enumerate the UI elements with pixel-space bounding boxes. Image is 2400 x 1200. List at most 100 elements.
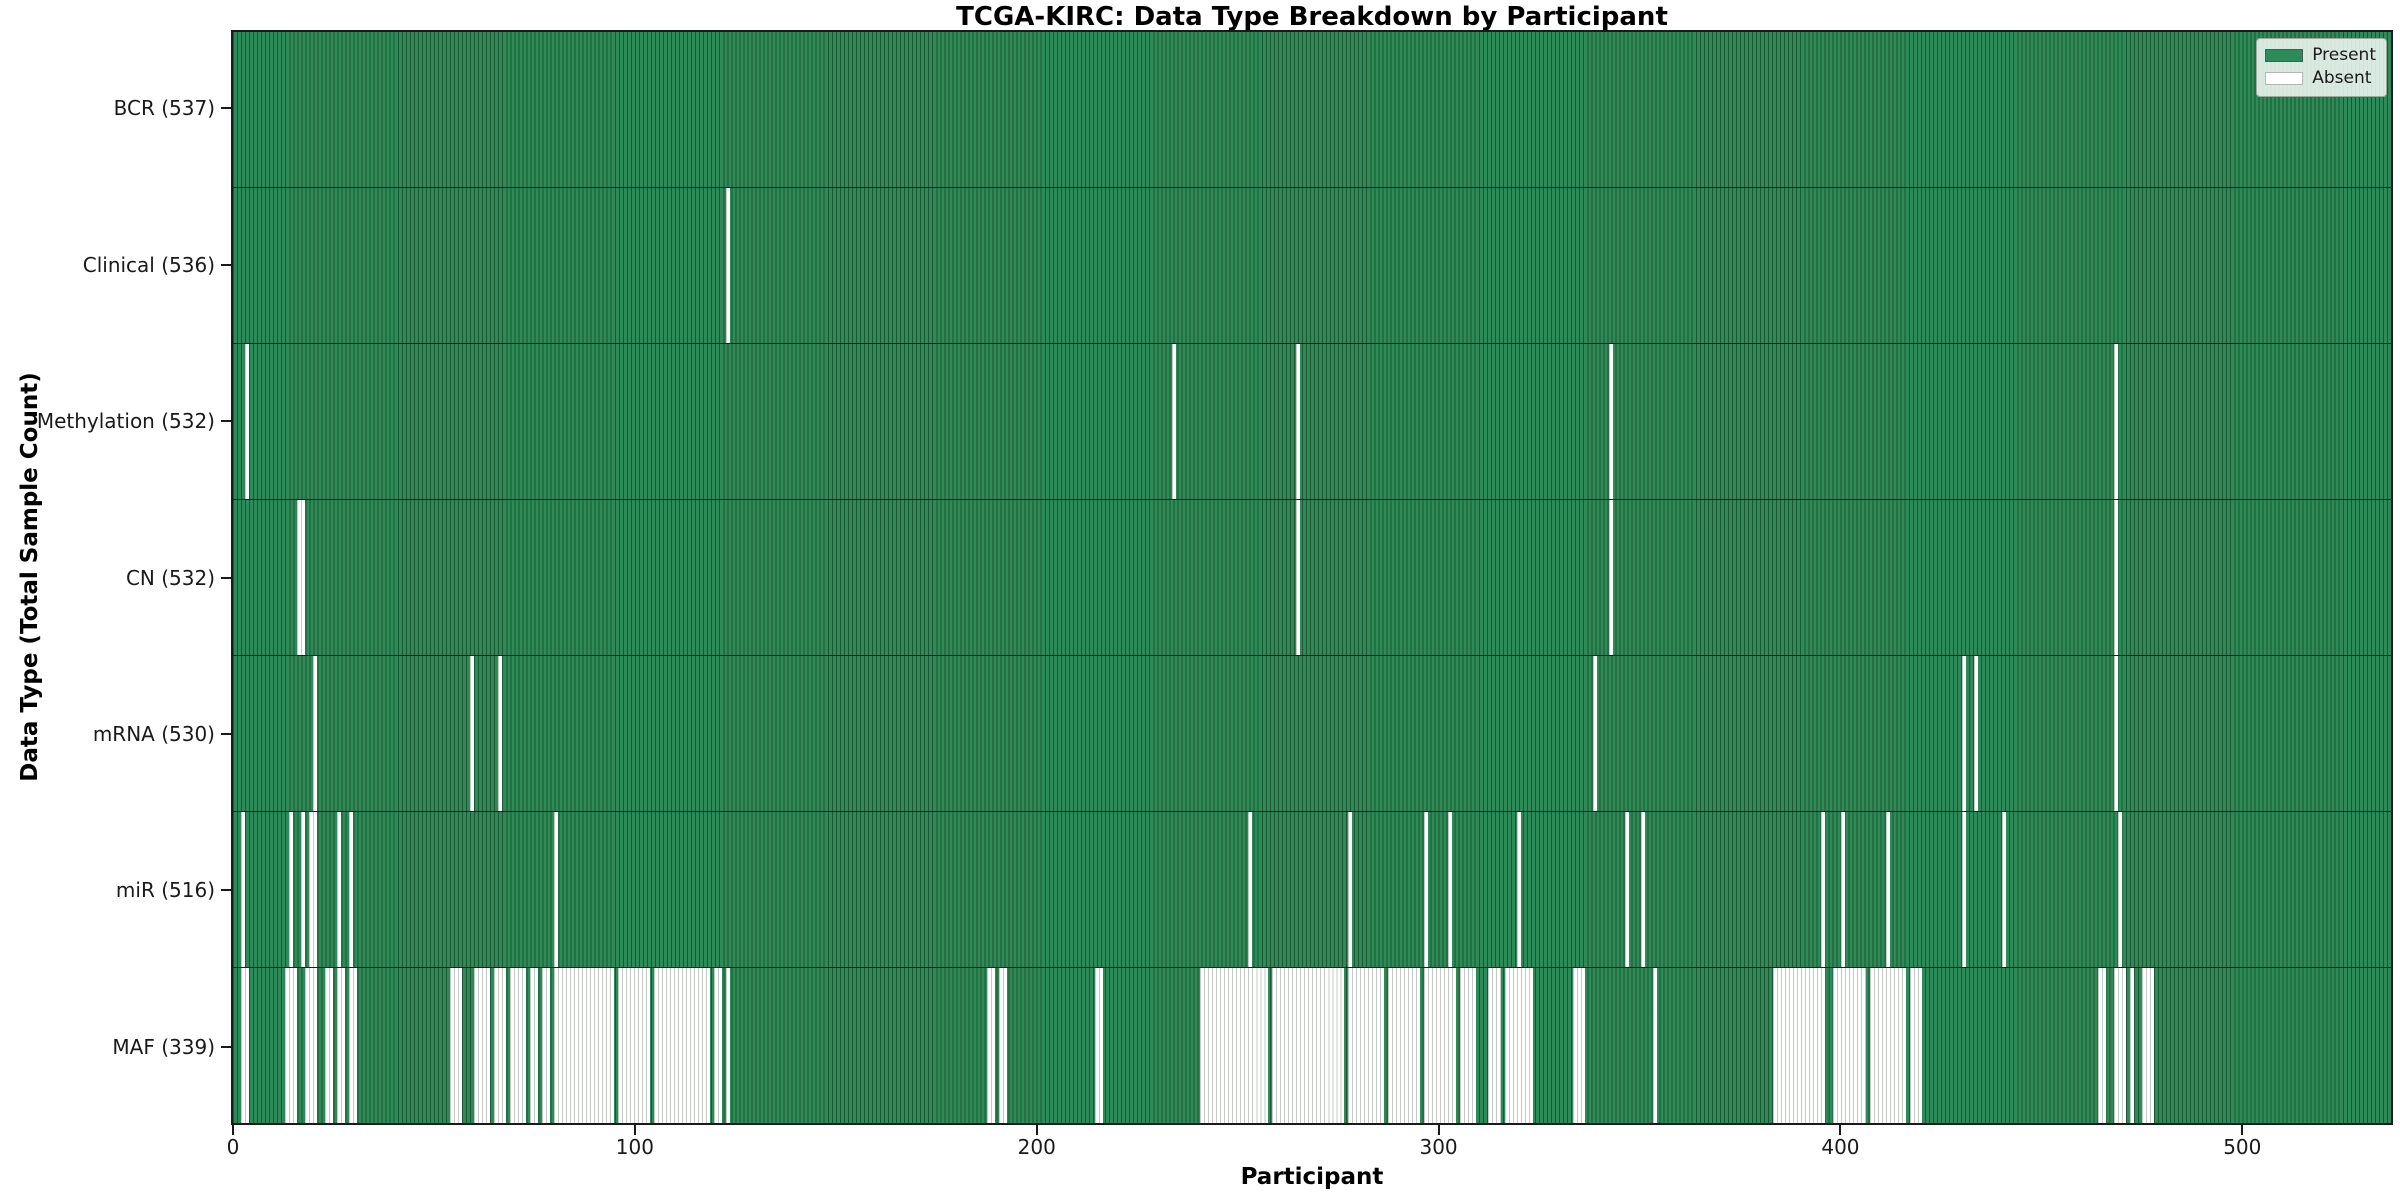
- absent-stripe: [1295, 500, 1300, 655]
- absent-stripe: [1773, 968, 1826, 1123]
- absent-stripe: [2114, 344, 2119, 499]
- absent-stripe: [1095, 968, 1104, 1123]
- x-tick-mark: [1035, 1125, 1038, 1135]
- absent-stripe: [309, 812, 318, 967]
- absent-stripe: [1961, 656, 1966, 811]
- absent-stripe: [1488, 968, 1501, 1123]
- plot-area: Present Absent: [231, 30, 2393, 1125]
- absent-stripe: [305, 968, 318, 1123]
- absent-stripe: [1348, 968, 1385, 1123]
- x-tick-label: 300: [1419, 1135, 1458, 1159]
- absent-stripe: [999, 968, 1008, 1123]
- heatmap-row-CN: [233, 500, 2391, 656]
- absent-stripe: [1448, 812, 1453, 967]
- absent-stripe: [313, 656, 318, 811]
- absent-stripe: [297, 500, 306, 655]
- x-tick-mark: [2241, 1125, 2244, 1135]
- x-tick-mark: [1437, 1125, 1440, 1135]
- absent-stripe: [569, 968, 615, 1123]
- absent-stripe: [654, 968, 675, 1123]
- y-tick-mark: [221, 420, 231, 423]
- y-tick-mark: [221, 107, 231, 110]
- absent-stripe: [1424, 968, 1457, 1123]
- x-tick-label: 400: [1821, 1135, 1860, 1159]
- x-tick-mark: [1839, 1125, 1842, 1135]
- heatmap-row-MAF: [233, 968, 2391, 1123]
- absent-stripe: [1295, 344, 1300, 499]
- x-tick-label: 500: [2223, 1135, 2262, 1159]
- absent-stripe: [726, 188, 731, 343]
- y-tick-label-Methylation: Methylation (532): [36, 409, 215, 434]
- y-tick-label-miR: miR (516): [115, 878, 215, 903]
- y-tick-label-Clinical: Clinical (536): [82, 252, 215, 277]
- legend: Present Absent: [2256, 38, 2387, 97]
- heatmap-row-Clinical: [233, 188, 2391, 344]
- absent-stripe: [289, 812, 294, 967]
- absent-stripe: [473, 968, 490, 1123]
- absent-stripe: [337, 968, 346, 1123]
- chart-title: TCGA-KIRC: Data Type Breakdown by Partic…: [956, 2, 1668, 32]
- y-tick-mark: [221, 576, 231, 579]
- absent-stripe: [1388, 968, 1421, 1123]
- heatmap-row-Methylation: [233, 344, 2391, 500]
- absent-stripe: [245, 344, 250, 499]
- absent-stripe: [1869, 968, 1906, 1123]
- absent-stripe: [674, 968, 711, 1123]
- y-tick-mark: [221, 263, 231, 266]
- heatmap-rows: [233, 32, 2391, 1123]
- absent-stripe: [1592, 656, 1597, 811]
- legend-label-present: Present: [2312, 45, 2376, 65]
- absent-stripe: [349, 968, 358, 1123]
- absent-stripe: [2001, 812, 2006, 967]
- absent-stripe: [1833, 968, 1866, 1123]
- heatmap-row-BCR: [233, 32, 2391, 188]
- absent-stripe: [1247, 812, 1252, 967]
- y-tick-mark: [221, 889, 231, 892]
- absent-stripe: [349, 812, 354, 967]
- absent-stripe: [2118, 812, 2123, 967]
- absent-stripe: [1424, 812, 1429, 967]
- absent-stripe: [1271, 968, 1345, 1123]
- absent-stripe: [1885, 812, 1890, 967]
- absent-stripe: [541, 968, 550, 1123]
- absent-stripe: [2114, 500, 2119, 655]
- absent-stripe: [553, 812, 558, 967]
- absent-stripe: [1640, 812, 1645, 967]
- legend-label-absent: Absent: [2312, 68, 2372, 88]
- absent-stripe: [1460, 968, 1477, 1123]
- absent-stripe: [1608, 500, 1613, 655]
- absent-stripe: [1516, 812, 1521, 967]
- legend-swatch-absent-icon: [2265, 72, 2304, 85]
- absent-stripe: [337, 812, 342, 967]
- absent-stripe: [241, 812, 246, 967]
- x-tick-label: 100: [615, 1135, 654, 1159]
- absent-stripe: [2142, 968, 2155, 1123]
- y-tick-mark: [221, 1045, 231, 1048]
- absent-stripe: [714, 968, 723, 1123]
- absent-stripe: [2130, 968, 2135, 1123]
- x-tick-label: 200: [1017, 1135, 1056, 1159]
- absent-stripe: [1171, 344, 1176, 499]
- legend-item-present: Present: [2265, 44, 2376, 67]
- absent-stripe: [726, 968, 731, 1123]
- absent-stripe: [2114, 656, 2119, 811]
- absent-stripe: [1821, 812, 1826, 967]
- x-tick-mark: [232, 1125, 234, 1135]
- absent-stripe: [1841, 812, 1846, 967]
- heatmap-row-mRNA: [233, 656, 2391, 812]
- x-tick-mark: [633, 1125, 636, 1135]
- absent-stripe: [1624, 812, 1629, 967]
- absent-stripe: [325, 968, 334, 1123]
- absent-stripe: [529, 968, 538, 1123]
- absent-stripe: [1961, 812, 1966, 967]
- y-tick-label-MAF: MAF (339): [112, 1034, 215, 1059]
- absent-stripe: [1348, 812, 1353, 967]
- y-tick-label-BCR: BCR (537): [113, 96, 215, 121]
- absent-stripe: [1572, 968, 1585, 1123]
- heatmap-row-miR: [233, 812, 2391, 968]
- legend-swatch-present-icon: [2265, 49, 2304, 62]
- y-tick-label-CN: CN (532): [125, 565, 215, 590]
- y-tick-label-mRNA: mRNA (530): [92, 721, 215, 746]
- absent-stripe: [1973, 656, 1978, 811]
- absent-stripe: [449, 968, 462, 1123]
